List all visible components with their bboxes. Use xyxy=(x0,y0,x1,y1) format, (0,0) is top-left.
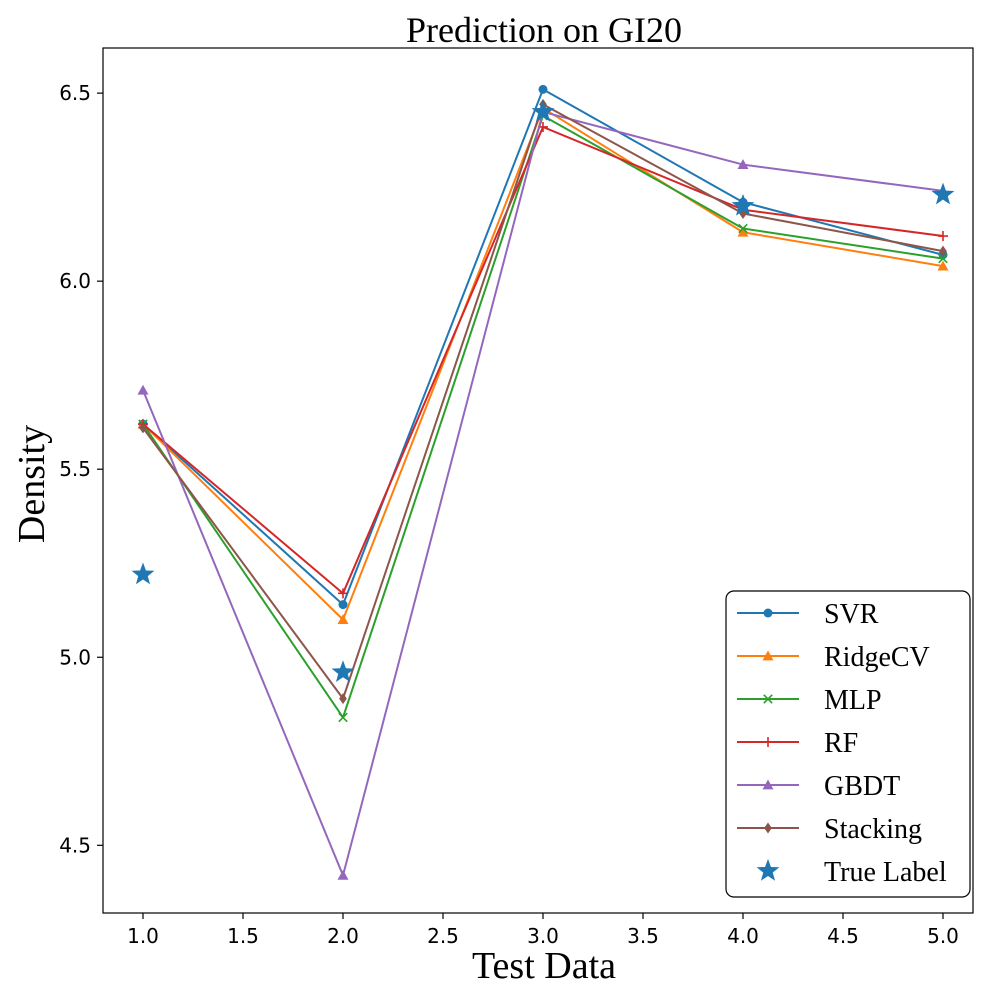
y-tick-label: 5.0 xyxy=(59,645,91,669)
data-point-gbdt xyxy=(137,384,149,395)
legend-marker-mlp xyxy=(763,694,773,704)
x-tick-label: 2.0 xyxy=(327,924,359,948)
data-point-rf xyxy=(338,588,348,599)
x-tick-label: 4.0 xyxy=(727,924,759,948)
legend-label-gbdt: GBDT xyxy=(824,771,900,802)
legend-label-ridgecv: RidgeCV xyxy=(824,642,930,673)
data-point-gbdt xyxy=(337,869,349,880)
data-point-rf xyxy=(938,231,948,242)
x-axis-label: Test Data xyxy=(472,945,616,987)
y-axis-label: Density xyxy=(11,425,53,543)
data-point-stacking xyxy=(939,245,947,257)
legend-item-ridgecv: RidgeCV xyxy=(737,642,930,673)
data-point-svr xyxy=(338,600,348,610)
legend-marker-true-label xyxy=(756,859,780,881)
legend: SVR RidgeCV MLP RF GBDT Stacking True Label xyxy=(725,590,971,898)
data-point-true-label xyxy=(931,182,955,205)
x-tick-label: 1.5 xyxy=(227,924,259,948)
series-line-svr xyxy=(142,88,944,606)
series-svr xyxy=(138,84,948,610)
legend-label-svr: SVR xyxy=(824,599,879,630)
legend-label-stacking: Stacking xyxy=(824,814,922,845)
y-tick-label: 6.5 xyxy=(59,81,91,105)
legend-label-rf: RF xyxy=(824,728,858,759)
data-point-ridgecv xyxy=(337,614,349,625)
plot-frame xyxy=(102,47,974,914)
x-axis-ticks: 1.0 1.5 2.0 2.5 3.0 3.5 4.0 4.5 5.0 xyxy=(127,913,959,948)
chart-title: Prediction on GI20 xyxy=(406,10,682,50)
data-point-mlp xyxy=(338,712,348,723)
data-point-ridgecv xyxy=(937,260,949,271)
legend-item-stacking: Stacking xyxy=(737,814,922,845)
legend-items: SVR RidgeCV MLP RF GBDT Stacking True Label xyxy=(737,599,947,888)
data-point-mlp xyxy=(938,253,948,264)
y-tick-label: 6.0 xyxy=(59,269,91,293)
x-tick-label: 3.0 xyxy=(527,924,559,948)
legend-item-rf: RF xyxy=(737,728,858,759)
y-tick-label: 5.5 xyxy=(59,457,91,481)
series-line-rf xyxy=(142,125,944,595)
true-label-layer xyxy=(131,99,955,683)
data-point-stacking xyxy=(139,422,147,434)
data-point-gbdt xyxy=(737,159,749,169)
series-ridgecv xyxy=(137,102,949,625)
legend-label-true-label: True Label xyxy=(824,857,947,888)
x-tick-label: 1.0 xyxy=(127,924,159,948)
x-tick-label: 4.5 xyxy=(827,924,859,948)
legend-marker-svr xyxy=(763,608,773,618)
legend-marker-ridgecv xyxy=(762,650,774,661)
series-rf xyxy=(138,121,948,599)
x-tick-label: 2.5 xyxy=(427,924,459,948)
legend-marker-stacking xyxy=(764,822,772,834)
x-tick-label: 5.0 xyxy=(927,924,959,948)
data-point-stacking xyxy=(339,693,347,705)
series-line-ridgecv xyxy=(142,107,944,621)
data-point-true-label xyxy=(731,193,755,216)
legend-item-svr: SVR xyxy=(737,599,879,630)
legend-item-mlp: MLP xyxy=(737,685,882,716)
data-point-true-label xyxy=(131,562,155,585)
legend-marker-rf xyxy=(763,737,773,747)
legend-marker-gbdt xyxy=(762,779,774,790)
legend-label-mlp: MLP xyxy=(824,685,882,716)
data-point-true-label xyxy=(531,99,555,122)
data-point-true-label xyxy=(331,660,355,683)
y-tick-label: 4.5 xyxy=(59,833,91,857)
data-point-mlp xyxy=(738,223,748,234)
data-point-svr xyxy=(538,84,548,94)
legend-item-gbdt: GBDT xyxy=(737,771,900,802)
legend-box xyxy=(725,590,971,898)
x-tick-label: 3.5 xyxy=(627,924,659,948)
data-point-ridgecv xyxy=(737,226,749,237)
legend-item-true-label: True Label xyxy=(756,857,947,888)
y-axis-ticks: 4.5 5.0 5.5 6.0 6.5 xyxy=(59,81,103,857)
